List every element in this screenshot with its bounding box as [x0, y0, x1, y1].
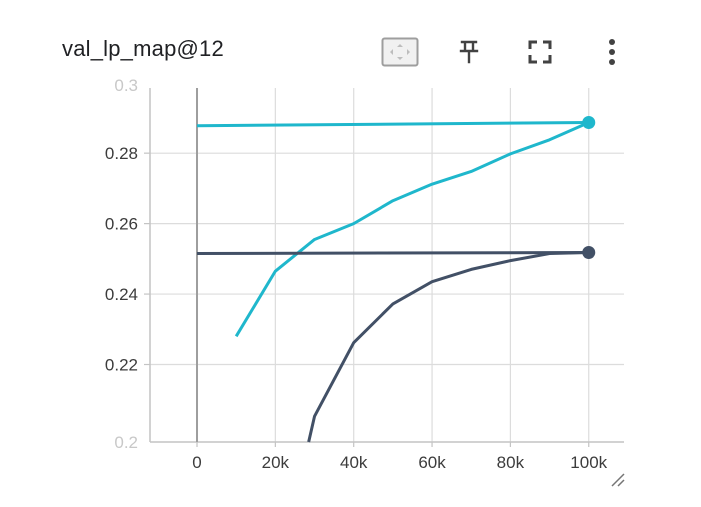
- resize-handle-icon: [611, 473, 625, 487]
- pin-icon: [459, 40, 479, 64]
- resize-handle[interactable]: [611, 473, 625, 487]
- series-end-marker: [582, 116, 596, 130]
- series-line: [234, 121, 590, 338]
- y-tick-label-clipped: 0.2: [114, 433, 138, 452]
- x-tick-label: 60k: [418, 453, 446, 472]
- x-tick-label: 100k: [570, 453, 607, 472]
- y-tick-label: 0.28: [105, 144, 138, 163]
- chart-title: val_lp_map@12: [62, 36, 224, 61]
- series-end-marker: [582, 245, 596, 259]
- x-tick-label: 0: [192, 453, 201, 472]
- x-tick-label: 20k: [262, 453, 290, 472]
- fit-domain-button[interactable]: [380, 34, 420, 70]
- y-tick-label: 0.24: [105, 285, 138, 304]
- x-tick-label: 80k: [497, 453, 525, 472]
- y-tick-label: 0.26: [105, 215, 138, 234]
- marker-layer: [582, 116, 596, 259]
- more-options-button[interactable]: [592, 34, 632, 70]
- fit-domain-icon: [381, 37, 419, 67]
- fullscreen-icon: [528, 40, 552, 64]
- fullscreen-button[interactable]: [520, 34, 560, 70]
- axis-layer: [144, 88, 624, 447]
- series-line: [196, 121, 589, 128]
- series-layer: [196, 121, 590, 443]
- tick-label-layer: 0.22 0.24 0.26 0.28 0.3 0.2 0 20k 40k 60k 80k 100k: [105, 76, 608, 472]
- grid-layer: [150, 88, 624, 442]
- y-tick-label: 0.22: [105, 356, 138, 375]
- series-line: [307, 251, 589, 443]
- more-vertical-icon: [609, 39, 615, 65]
- series-line: [197, 251, 589, 256]
- x-tick-label: 40k: [340, 453, 368, 472]
- y-tick-label-clipped: 0.3: [114, 76, 138, 95]
- pin-button[interactable]: [449, 34, 489, 70]
